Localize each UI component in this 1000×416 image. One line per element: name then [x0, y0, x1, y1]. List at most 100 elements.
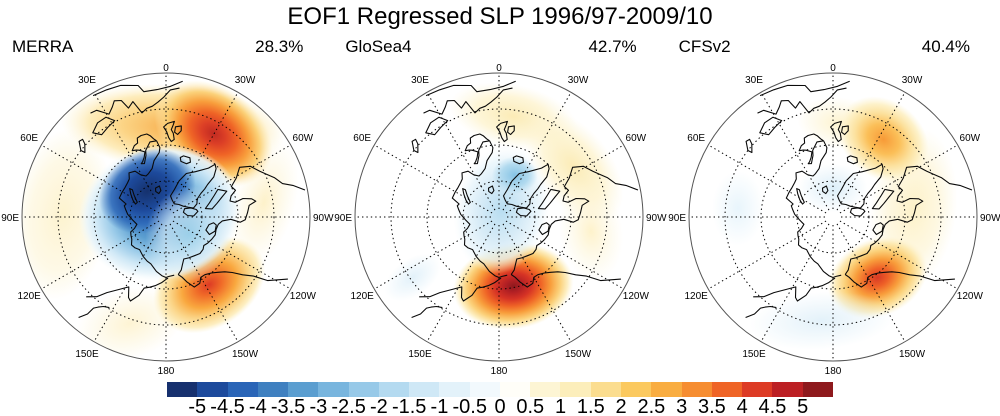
coastline-black-sea [425, 116, 449, 136]
panel-header: MERRA 28.3% [0, 34, 333, 60]
lon-label-180: 180 [491, 366, 508, 377]
graticule-latitude-circle [129, 180, 203, 254]
colorbar-segment [257, 382, 289, 397]
coastline-greenland [503, 163, 550, 209]
coastline-greenland [836, 163, 884, 209]
coastline-north-america-arctic [511, 165, 639, 275]
colorbar-tick-label: 2.5 [637, 396, 666, 416]
anomaly-blob [559, 181, 624, 282]
colorbar-segment [167, 382, 198, 397]
graticule-meridian-line [502, 92, 572, 211]
graticule-latitude-circle [796, 180, 870, 254]
colorbar-tick-label: 5 [797, 396, 809, 416]
coastline-north-america-pacific [844, 271, 955, 288]
graticule-meridian-line [41, 144, 160, 214]
anomaly-blob [711, 170, 764, 246]
graticule-meridian-line [760, 92, 830, 211]
panel-model-name: GloSea4 [345, 37, 412, 56]
coastline-japan [411, 305, 443, 319]
graticule-latitude-circle [724, 108, 942, 326]
coastline-ellesmere-island [849, 207, 866, 217]
coastline-eurasia-arctic [452, 140, 508, 279]
polar-map: 0 30W 60W 90W 120W 150W 180 150E 120E 90E 60E 30E [668, 63, 1000, 377]
coastline-mediterranean-europe [756, 87, 847, 115]
lon-label-120W: 120W [623, 291, 650, 302]
colorbar-segment [530, 382, 561, 397]
lon-label-0: 0 [830, 63, 836, 74]
lon-label-0: 0 [163, 63, 169, 74]
anomaly-blob [749, 291, 893, 350]
coastline-eurasia-arctic [785, 140, 841, 279]
colorbar-segment [681, 382, 712, 397]
coastline-black-sea [92, 116, 116, 136]
colorbar-tick-label: -3 [309, 396, 328, 416]
lon-label-150E: 150E [75, 349, 99, 360]
graticule-meridian-line [169, 92, 239, 211]
colorbar-tick-label: -3.5 [270, 396, 306, 416]
lon-label-150W: 150W [232, 349, 259, 360]
anomaly-blob [492, 156, 539, 194]
colorbar-segment [711, 382, 743, 397]
panels-row: MERRA 28.3% 0 30W 60W 90W 120W 150W 180 150E 120… [0, 34, 1000, 380]
anomaly-blob [22, 128, 113, 300]
coastline-novaya-zemlya [462, 188, 472, 205]
coastline-ireland [174, 125, 182, 136]
lon-label-60E: 60E [687, 133, 705, 144]
coastline-britain [829, 120, 842, 143]
coastline-north-africa [92, 80, 183, 97]
map-panel: CFSv2 40.4% 0 30W 60W 90W 120W 150W 180 150E 120… [667, 34, 1000, 380]
colorbar-segment [469, 382, 500, 397]
graticule-meridian-line [836, 223, 906, 342]
lon-label-120E: 120E [684, 291, 708, 302]
graticule-meridian-line [41, 220, 160, 290]
graticule-meridian-line [172, 144, 291, 214]
lon-label-120E: 120E [351, 291, 375, 302]
lon-label-0: 0 [497, 63, 503, 74]
graticule-meridian-line [426, 92, 496, 211]
coastline-scandinavia-baltic [798, 133, 824, 165]
colorbar-tick-label: -0.5 [452, 396, 487, 416]
graticule-meridian-line [839, 144, 958, 214]
panel-model-name: MERRA [12, 37, 74, 56]
colorbar-tick-label: 3 [676, 396, 688, 416]
coastline-north-africa [759, 80, 850, 97]
coastline-baffin-island [204, 188, 228, 210]
graticule-meridian-line [506, 220, 625, 290]
colorbar-tick-label: 1 [554, 396, 567, 416]
colorbar-segment [318, 382, 349, 397]
lon-label-30W: 30W [568, 75, 589, 86]
colorbar-segment [409, 382, 440, 397]
coastline-kamchatka-okhotsk [752, 277, 836, 302]
lon-label-30E: 30E [745, 75, 763, 86]
coastline-iceland [513, 155, 525, 165]
colorbar-tick-label: -2.5 [331, 396, 366, 416]
coastline-iceland [846, 155, 858, 165]
colorbar-tick-label: 1.5 [576, 396, 605, 416]
lon-label-180: 180 [158, 366, 175, 377]
graticule-meridian-line [93, 92, 163, 211]
coastline-ireland [507, 125, 516, 136]
lon-label-120W: 120W [956, 291, 983, 302]
colorbar-segment [620, 382, 652, 397]
graticule-meridian-line [172, 220, 291, 290]
lon-label-30W: 30W [235, 75, 256, 86]
graticule-meridian-line [93, 223, 163, 342]
lon-label-30E: 30E [411, 75, 429, 86]
colorbar-segment [560, 382, 591, 397]
map-panel: GloSea4 42.7% 0 30W 60W 90W 120W 150W 180 150E 1… [333, 34, 668, 380]
coastline-novaya-zemlya [795, 188, 805, 205]
coastline-britain [163, 120, 175, 143]
coastline-north-africa [426, 80, 517, 97]
coastline-kamchatka-okhotsk [419, 277, 502, 302]
colorbar-segment [499, 382, 531, 397]
coastline-eurasia-arctic [118, 140, 175, 279]
colorbar [167, 382, 833, 397]
coastline-north-america-pacific [177, 271, 288, 288]
graticule-latitude-circle [760, 144, 906, 290]
lon-label-30W: 30W [901, 75, 922, 86]
panel-header: CFSv2 40.4% [667, 34, 1000, 60]
coastline-mediterranean-europe [90, 87, 180, 115]
lon-label-90E: 90E [668, 213, 686, 224]
lon-label-60W: 60W [293, 133, 314, 144]
graticule-meridian-line [707, 220, 826, 290]
